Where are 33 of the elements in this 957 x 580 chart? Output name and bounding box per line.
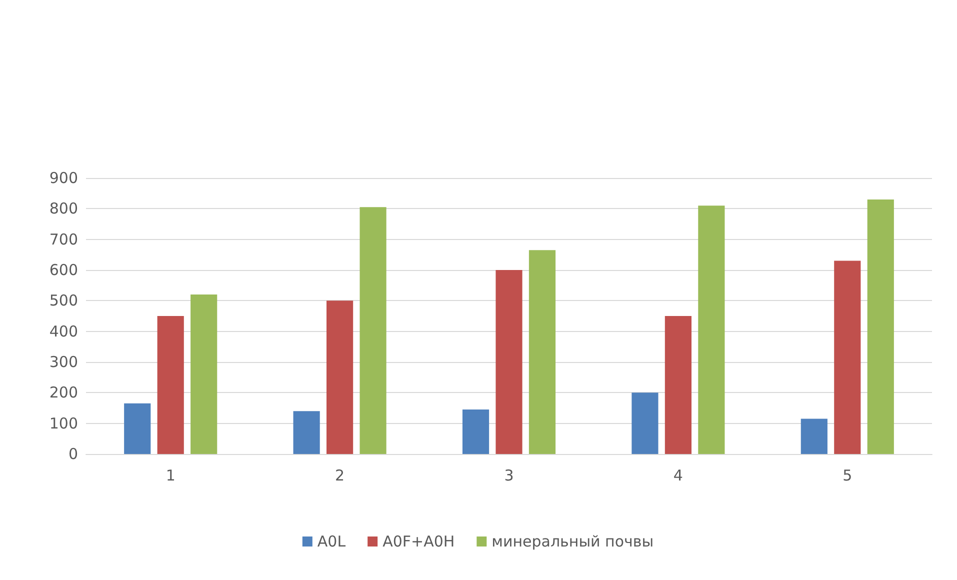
y-tick-label: 700 — [49, 230, 78, 248]
y-tick-label: 200 — [49, 384, 78, 402]
y-tick-label: 800 — [49, 200, 78, 218]
x-tick-label: 4 — [673, 466, 683, 484]
bar — [157, 316, 184, 454]
x-tick-label: 3 — [504, 466, 514, 484]
bar — [462, 410, 490, 454]
y-tick-label: 100 — [49, 414, 78, 432]
bar — [326, 300, 354, 454]
x-tick-label: 2 — [335, 466, 345, 484]
bar — [190, 294, 218, 454]
bar — [528, 250, 556, 454]
bar — [360, 207, 386, 454]
y-tick-label: 500 — [49, 292, 78, 310]
y-tick-label: 400 — [49, 322, 78, 340]
bar — [632, 392, 658, 454]
y-tick-label: 600 — [49, 261, 78, 279]
y-tick-label: 900 — [49, 169, 78, 187]
legend-label: A0L — [317, 532, 346, 550]
bar — [496, 270, 522, 454]
x-tick-label: 1 — [166, 466, 176, 484]
bar — [698, 206, 725, 454]
bar — [834, 260, 861, 454]
x-tick-label: 5 — [842, 466, 852, 484]
legend-label: A0F+A0H — [382, 532, 455, 550]
y-tick-label: 300 — [49, 353, 78, 371]
bar — [293, 411, 320, 454]
bar — [867, 199, 894, 454]
y-tick-label: 0 — [68, 445, 78, 463]
bar — [664, 316, 692, 454]
bar — [124, 403, 151, 454]
legend-label: минеральный почвы — [492, 532, 654, 550]
bar — [800, 418, 828, 454]
